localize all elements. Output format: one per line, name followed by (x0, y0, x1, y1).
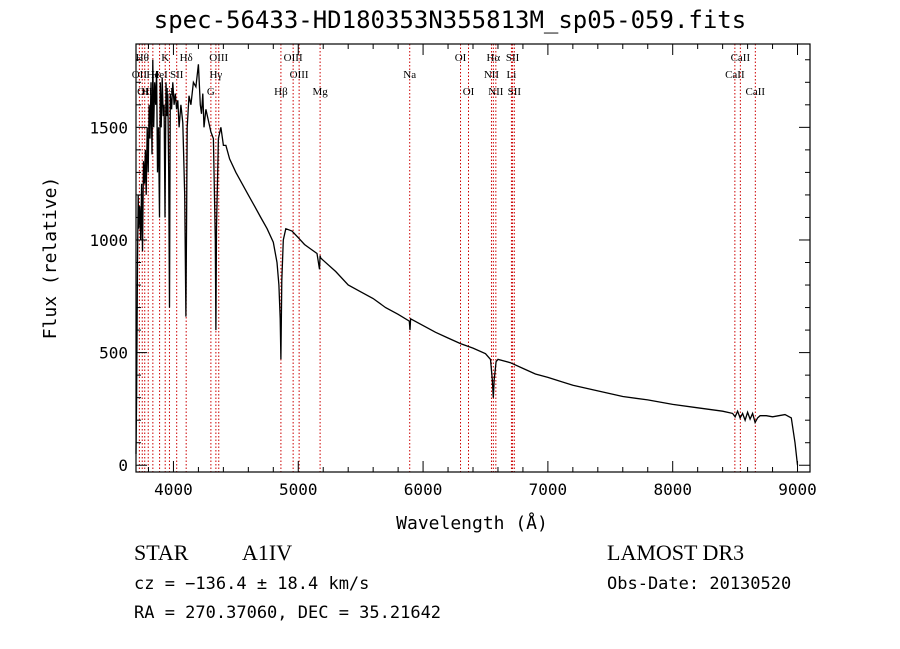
spectrum-line (135, 59, 799, 466)
line-marker-label: CaII (746, 86, 766, 98)
line-marker-label: CaII (725, 69, 745, 81)
x-tick-label: 9000 (778, 480, 817, 499)
object-type: STAR (134, 540, 189, 565)
chart-title: spec-56433-HD180353N355813M_sp05-059.fit… (153, 6, 747, 34)
y-tick-label: 0 (118, 456, 128, 475)
line-marker-label: OI (463, 86, 475, 98)
x-tick-label: 8000 (653, 480, 692, 499)
line-marker-label: SII (506, 52, 520, 64)
line-marker-label: OII (137, 86, 153, 98)
line-marker-label: Hη (141, 86, 155, 98)
axis-ticks (136, 44, 810, 472)
line-marker-label: He (146, 69, 159, 81)
line-marker-label: SII (508, 86, 522, 98)
line-marker-label: Hγ (209, 69, 222, 81)
x-tick-label: 4000 (154, 480, 193, 499)
y-tick-label: 500 (99, 344, 128, 363)
obs-date: Obs-Date: 20130520 (607, 574, 792, 594)
line-marker-label: Li (507, 69, 517, 81)
line-markers (138, 44, 756, 472)
survey-name: LAMOST DR3 (607, 540, 745, 565)
velocity: cz = −136.4 ± 18.4 km/s (134, 574, 370, 594)
line-marker-label: HeI (151, 69, 168, 81)
line-marker-label: SII (170, 69, 184, 81)
line-marker-label: K (161, 52, 169, 64)
axis-tick-labels: 4000 5000 6000 7000 8000 9000 0 500 1000 1500 (89, 118, 816, 499)
line-marker-label: OIII (290, 69, 309, 81)
line-marker-label: OIII (209, 52, 228, 64)
line-marker-label: Hδ (180, 52, 193, 64)
line-marker-label: Hα (486, 52, 500, 64)
subclass: A1IV (242, 540, 293, 565)
line-marker-label: OIII (284, 52, 303, 64)
line-marker-label: H (165, 86, 173, 98)
x-tick-label: 5000 (279, 480, 318, 499)
line-marker-label: NII (488, 86, 504, 98)
y-axis-label: Flux (relative) (40, 177, 61, 340)
line-marker-label: CaII (731, 52, 751, 64)
line-marker-label: G (207, 86, 215, 98)
line-marker-label: NII (484, 69, 500, 81)
x-tick-label: 7000 (529, 480, 568, 499)
plot-frame (135, 43, 811, 473)
y-tick-label: 1000 (89, 231, 128, 250)
line-marker-label: OII (132, 69, 148, 81)
line-marker-label: Hθ (136, 52, 149, 64)
line-marker-label: OI (455, 52, 467, 64)
x-axis-label: Wavelength (Å) (396, 512, 548, 534)
line-marker-label: Na (403, 69, 416, 81)
y-tick-label: 1500 (89, 118, 128, 137)
x-tick-label: 6000 (404, 480, 443, 499)
line-marker-label: Mg (312, 86, 328, 98)
coordinates: RA = 270.37060, DEC = 35.21642 (134, 603, 442, 623)
line-marker-label: Hβ (274, 86, 288, 98)
line-marker-labels: OIIHθOIIHηHeHeIKHSIIHδGHγOIIIHβOIIIOIIIM… (132, 52, 766, 98)
